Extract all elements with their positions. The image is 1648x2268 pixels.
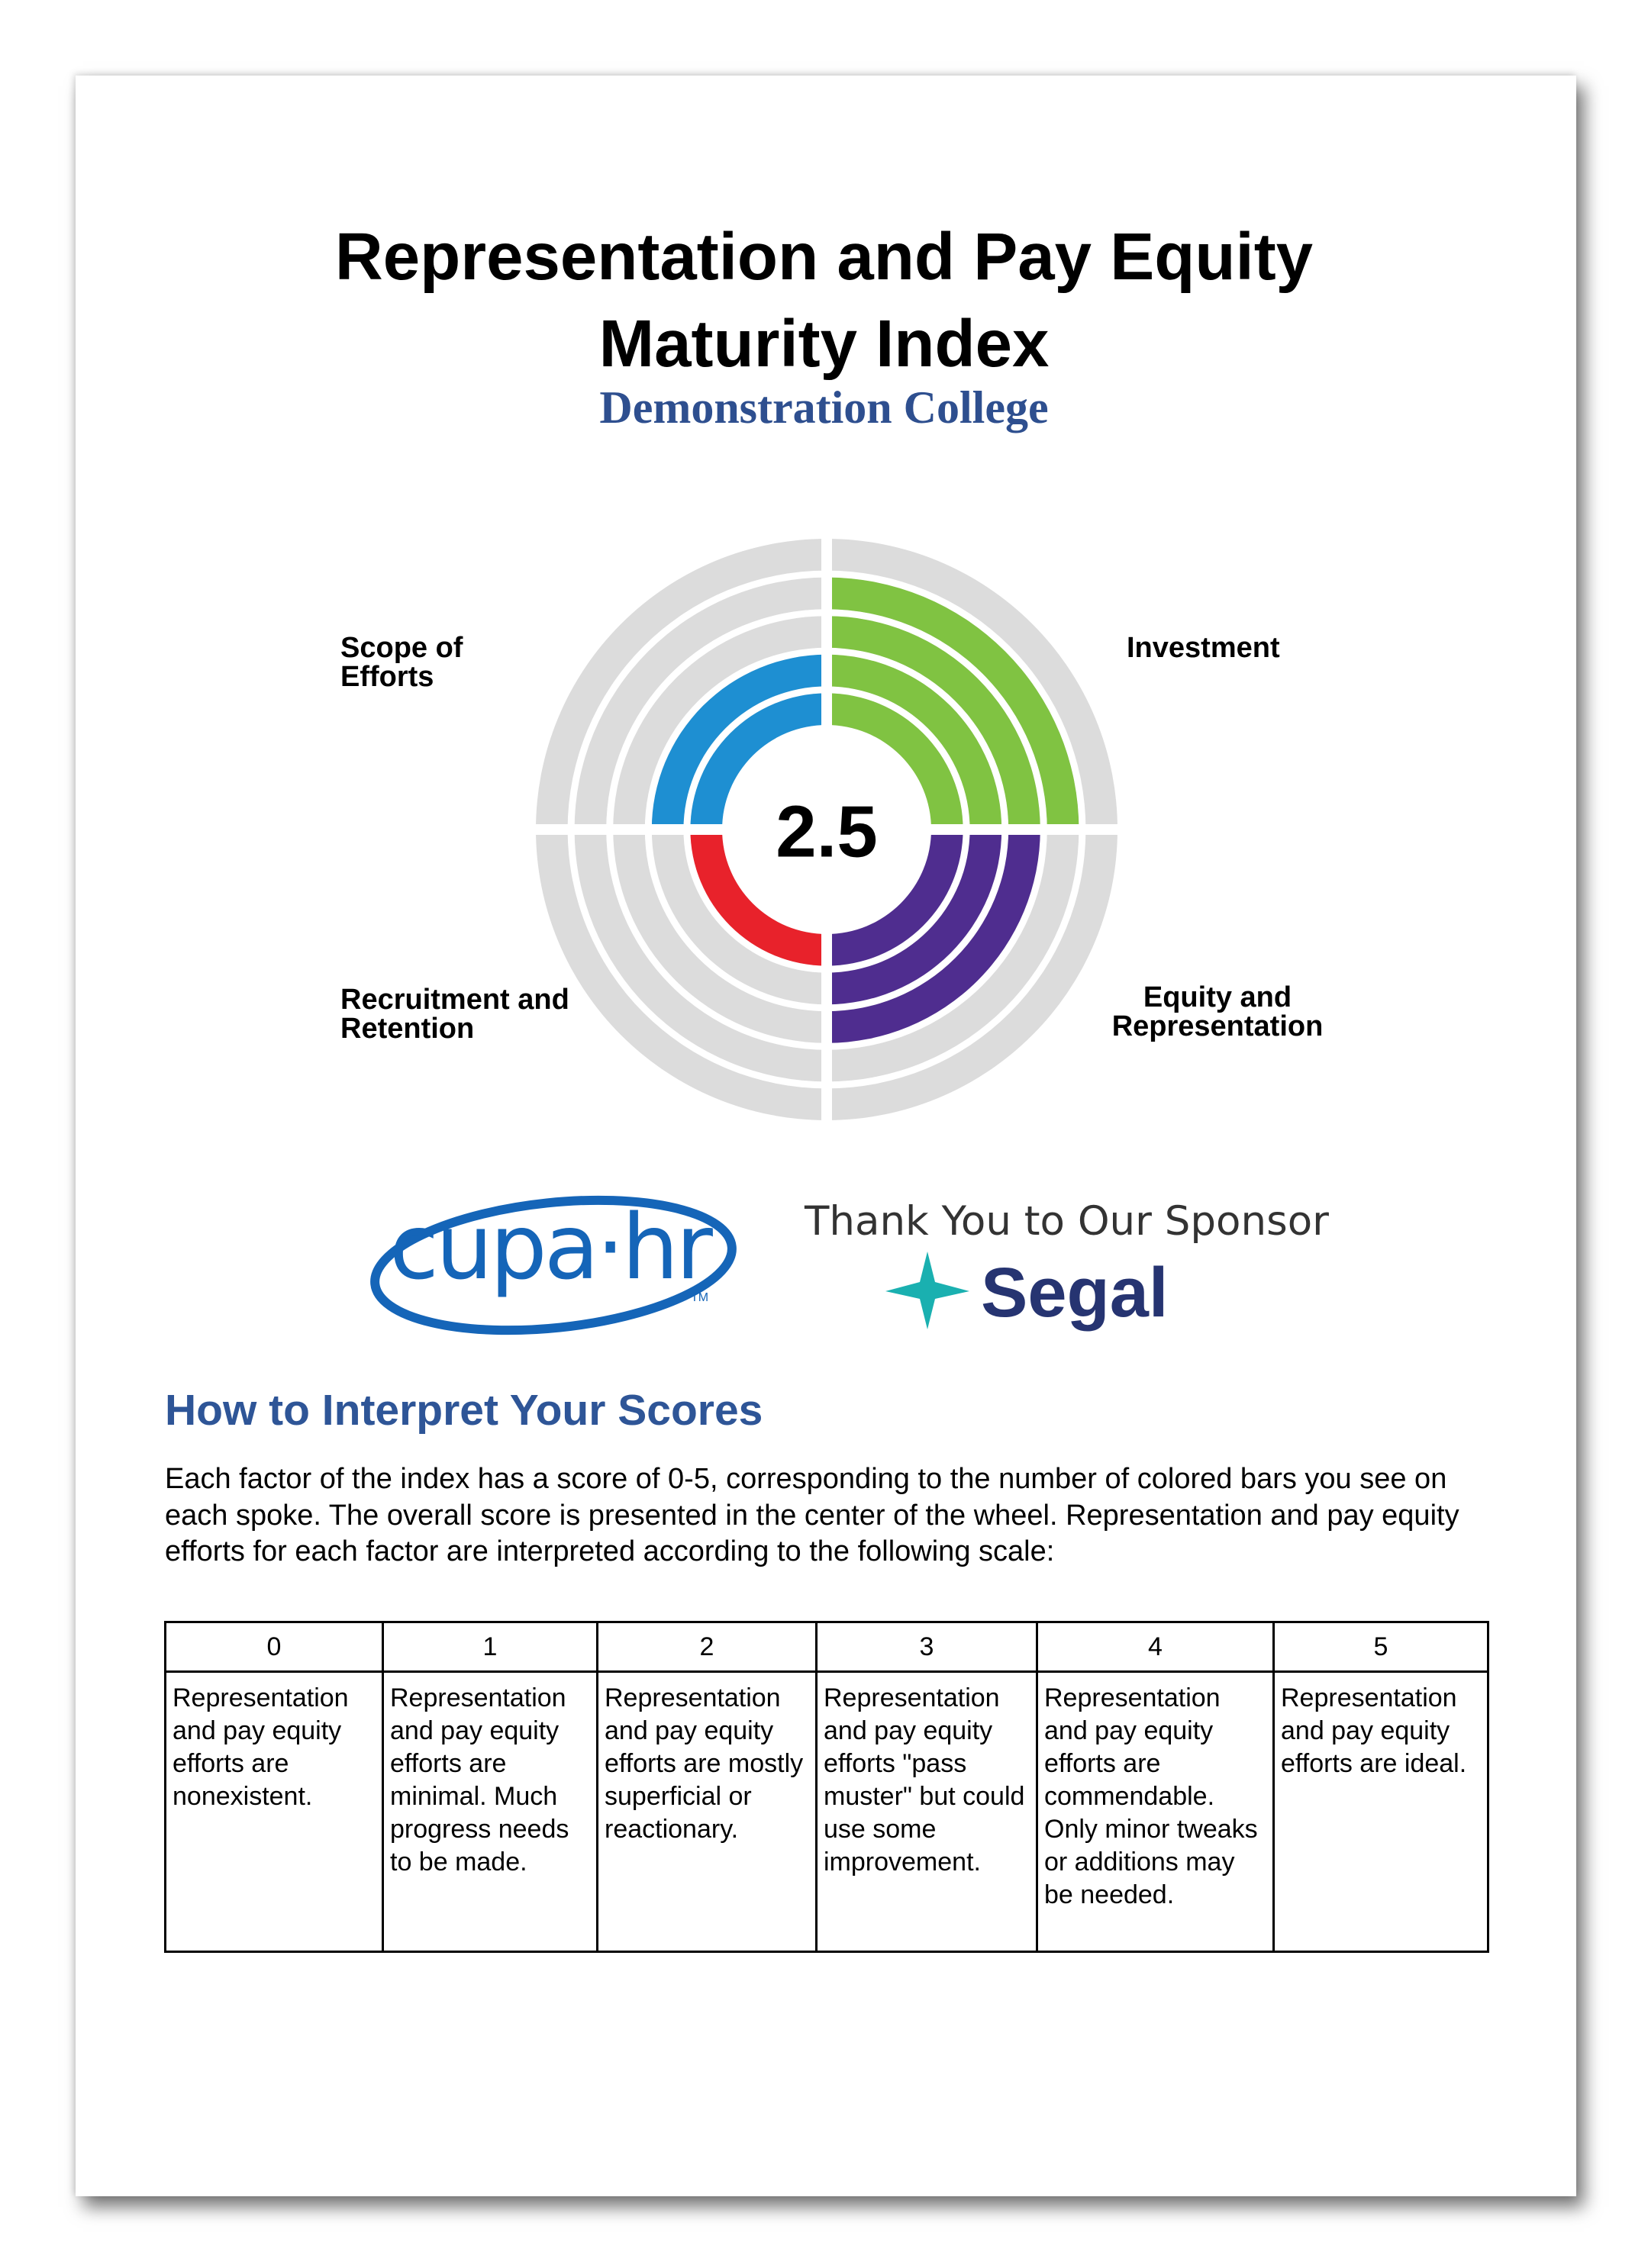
logo-swoosh [370,1195,737,1335]
wheel-chart: 2.5 [536,539,1117,1120]
scale-header: 2 [596,1621,818,1673]
score-bars [690,830,827,966]
ring-track [536,830,827,1120]
logo-text: cupa·hr [389,1194,713,1300]
ring-track [613,830,827,1043]
factor-label: Scope of Efforts [340,632,463,693]
score-bars [651,654,827,830]
scale-header: 4 [1036,1621,1275,1673]
scale-description: Representation and pay equity efforts ar… [382,1670,598,1953]
section-heading: How to Interpret Your Scores [165,1386,763,1435]
score-bars [827,830,1040,1043]
score-bars [827,577,1079,830]
title-block: Representation and Pay Equity Maturity I… [0,214,1648,388]
scale-description: Representation and pay equity efforts ar… [596,1670,818,1953]
segal-logo: Segal [885,1252,1168,1332]
ring-track [827,830,1117,1120]
scale-header: 1 [382,1621,598,1673]
scale-description: Representation and pay equity efforts ar… [1272,1670,1489,1953]
logo-tm: TM [691,1291,708,1304]
scale-description: Representation and pay equity efforts "p… [815,1670,1038,1953]
scale-header: 3 [815,1621,1038,1673]
scale-header: 5 [1272,1621,1489,1673]
title: Representation and Pay Equity Maturity I… [334,220,1314,381]
table-row: Representation and pay equity efforts ar… [164,1670,1489,1953]
ring-track [613,616,827,830]
ring-track [827,830,1079,1082]
ring-track [574,577,827,830]
factor-label: Recruitment and Retention [340,984,569,1045]
sponsor-name: Segal [981,1254,1168,1332]
scale-header: 0 [164,1621,384,1673]
ring-track [827,539,1117,830]
ring-track [536,539,827,830]
scale-description: Representation and pay equity efforts ar… [164,1670,384,1953]
cupa-logo: cupa·hr TM [370,1194,737,1335]
scale-description: Representation and pay equity efforts ar… [1036,1670,1275,1953]
subtitle: Demonstration College [599,382,1049,433]
segal-star [885,1252,969,1329]
factor-label: Investment [1127,632,1280,664]
sponsor-text: Thank You to Our Sponsor [805,1198,1329,1245]
section-paragraph: Each factor of the index has a score of … [165,1463,1459,1567]
ring-track [651,830,827,1005]
center-hole [723,726,930,933]
factor-label: Equity and Representation [1111,981,1324,1042]
ring-track [574,830,827,1082]
center-score: 2.5 [776,791,877,872]
